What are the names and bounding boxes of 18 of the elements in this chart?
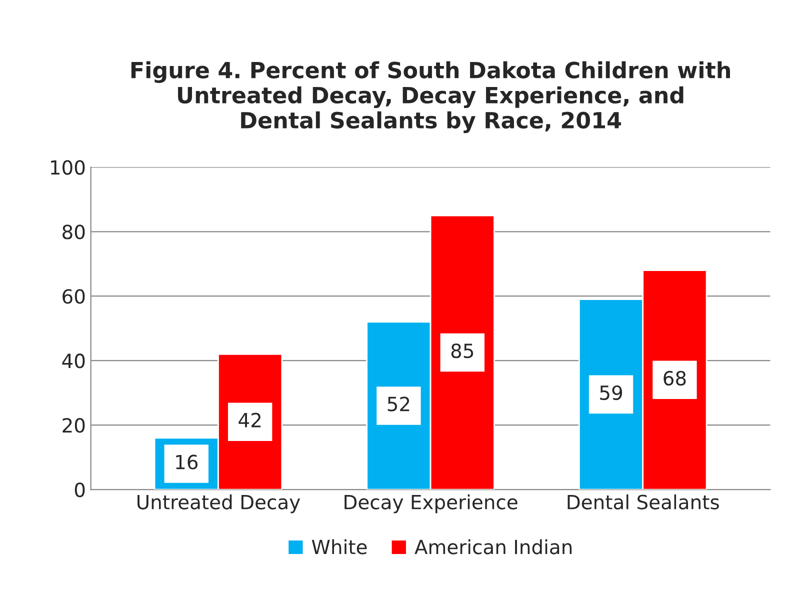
- data-label: 68: [664, 370, 686, 386]
- y-tick-label: 60: [62, 289, 85, 304]
- data-label: 59: [600, 385, 622, 400]
- y-tick-label: 40: [62, 354, 85, 368]
- x-tick-label: Decay Experience: [344, 494, 518, 514]
- y-tick-label: 0: [74, 482, 85, 498]
- x-tick-label: Untreated Decay: [138, 494, 300, 514]
- chart-title: Figure 4. Percent of South Dakota Children with Untreated Decay, Decay Experience, and Dental Sealants by Race, 2014: [131, 61, 730, 134]
- y-tick-label: 80: [62, 224, 85, 240]
- data-label: 52: [388, 396, 410, 412]
- data-label: 85: [451, 343, 474, 358]
- legend-label: White: [312, 539, 367, 554]
- legend-label: American Indian: [414, 539, 572, 554]
- data-label: 16: [176, 454, 198, 470]
- y-tick-label: 100: [51, 160, 85, 175]
- x-tick-label: Dental Sealants: [568, 494, 719, 510]
- y-tick-label: 20: [62, 418, 85, 433]
- data-label: 42: [238, 412, 261, 428]
